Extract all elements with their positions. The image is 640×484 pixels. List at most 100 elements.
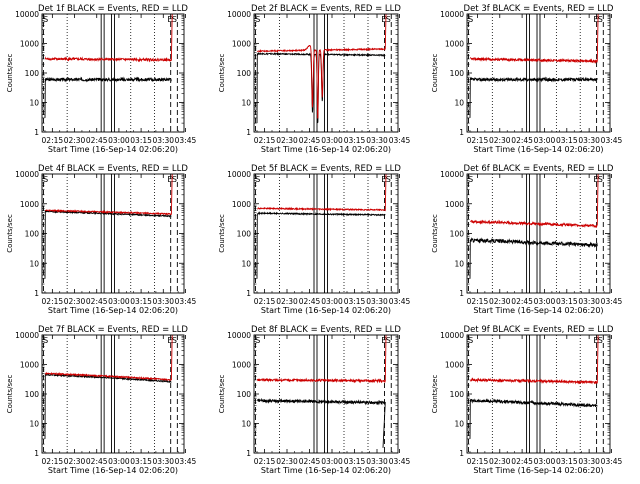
- x-axis-label: Start Time (16-Sep-14 02:06:20): [261, 466, 391, 475]
- y-tick-label: 1000: [232, 361, 251, 370]
- marker-label: S: [386, 175, 391, 184]
- y-tick-label: 1: [34, 128, 39, 137]
- y-tick-label: 10: [29, 259, 39, 268]
- y-tick-label: 1000: [445, 361, 464, 370]
- y-tick-label: 10000: [440, 331, 464, 340]
- x-tick-label: 02:30: [489, 136, 511, 145]
- x-tick-label: 03:15: [130, 297, 152, 306]
- x-tick-label: 03:00: [108, 136, 130, 145]
- x-tick-label: 03:30: [578, 457, 600, 466]
- x-tick-label: 03:15: [556, 297, 578, 306]
- marker-label: S: [172, 175, 177, 184]
- detector-panel-2: Det 2f BLACK = Events, RED = LLD Counts/s…: [218, 4, 411, 154]
- x-tick-label: 03:00: [321, 136, 343, 145]
- detector-panel-1: Det 1f BLACK = Events, RED = LLD Counts/s…: [6, 4, 197, 154]
- plot-frame: [41, 173, 185, 294]
- y-tick-label: 10000: [440, 170, 464, 179]
- x-axis-label: Start Time (16-Sep-14 02:06:20): [473, 466, 603, 475]
- x-tick-label: 02:30: [276, 457, 298, 466]
- y-tick-label: 1000: [20, 40, 39, 49]
- lld-series-line: [44, 14, 175, 63]
- x-tick-label: 03:15: [130, 457, 152, 466]
- plot-frame: [253, 13, 399, 133]
- y-tick-label: 10: [29, 99, 39, 108]
- x-tick-label: 03:00: [534, 457, 556, 466]
- marker-label: E: [593, 175, 598, 184]
- y-tick-label: 10000: [15, 10, 39, 19]
- detector-panel-3: Det 3f BLACK = Events, RED = LLD Counts/s…: [431, 4, 623, 154]
- x-axis-label: Start Time (16-Sep-14 02:06:20): [473, 145, 603, 154]
- y-tick-label: 10: [454, 99, 464, 108]
- x-tick-label: 03:15: [556, 136, 578, 145]
- series-group: [469, 14, 601, 118]
- x-tick-label: 02:15: [42, 297, 64, 306]
- panel-title: Det 3f BLACK = Events, RED = LLD: [464, 4, 614, 14]
- x-tick-label: 03:45: [389, 297, 411, 306]
- y-axis-label: Counts/sec: [6, 54, 14, 93]
- x-tick-label: 02:45: [299, 457, 321, 466]
- x-tick-label: 03:45: [175, 136, 197, 145]
- x-tick-label: 03:30: [152, 457, 174, 466]
- x-tick-label: 03:15: [344, 297, 366, 306]
- y-tick-label: 100: [237, 230, 252, 239]
- panel-title: Det 7f BLACK = Events, RED = LLD: [38, 325, 188, 335]
- x-tick-label: 02:30: [64, 136, 86, 145]
- y-tick-label: 1000: [445, 200, 464, 209]
- y-tick-label: 10000: [227, 170, 251, 179]
- series-group: [256, 335, 389, 448]
- x-axis-label: Start Time (16-Sep-14 02:06:20): [473, 306, 603, 315]
- marker-label: S: [255, 336, 260, 345]
- series-group: [469, 174, 601, 279]
- y-axis-label: Counts/sec: [431, 214, 439, 253]
- y-axis-label: Counts/sec: [218, 375, 226, 414]
- marker-label: E: [381, 336, 386, 345]
- y-tick-label: 100: [25, 390, 40, 399]
- x-tick-label: 03:30: [366, 457, 388, 466]
- x-tick-label: 02:45: [86, 457, 108, 466]
- x-axis-label: Start Time (16-Sep-14 02:06:20): [48, 306, 178, 315]
- marker-label: S: [43, 175, 48, 184]
- x-tick-label: 02:15: [254, 136, 276, 145]
- x-tick-label: 03:45: [601, 297, 623, 306]
- detector-panel-5: Det 5f BLACK = Events, RED = LLD Counts/s…: [218, 164, 411, 315]
- plot-frame: [466, 334, 611, 454]
- y-tick-label: 1: [459, 289, 464, 298]
- x-tick-label: 02:30: [489, 457, 511, 466]
- y-tick-label: 100: [450, 69, 465, 78]
- x-tick-label: 02:45: [299, 136, 321, 145]
- event-lines: [468, 14, 604, 132]
- plot-frame: [41, 334, 185, 454]
- y-tick-label: 10: [241, 99, 251, 108]
- detector-panel-8: Det 8f BLACK = Events, RED = LLD Counts/s…: [218, 325, 411, 475]
- x-tick-label: 02:15: [467, 457, 489, 466]
- lld-series-line: [257, 14, 389, 119]
- detector-panel-9: Det 9f BLACK = Events, RED = LLD Counts/s…: [431, 325, 623, 475]
- panel-title: Det 2f BLACK = Events, RED = LLD: [251, 4, 401, 14]
- lld-series-line: [470, 335, 601, 385]
- event-lines: [468, 174, 604, 293]
- event-lines: [43, 174, 178, 293]
- x-tick-label: 03:30: [578, 297, 600, 306]
- event-lines: [255, 174, 392, 293]
- panel-title: Det 8f BLACK = Events, RED = LLD: [251, 325, 401, 335]
- lld-series-line: [257, 174, 389, 212]
- marker-label: S: [468, 175, 473, 184]
- lld-series-line: [44, 174, 175, 216]
- series-group: [44, 174, 175, 279]
- plot-frame: [253, 173, 399, 294]
- y-tick-label: 10: [454, 259, 464, 268]
- x-tick-label: 03:15: [556, 457, 578, 466]
- plot-frame: [253, 334, 399, 454]
- plot-frame: [41, 13, 185, 133]
- marker-label: E: [381, 175, 386, 184]
- x-tick-label: 02:30: [276, 297, 298, 306]
- x-tick-label: 03:00: [321, 297, 343, 306]
- y-tick-label: 1: [459, 449, 464, 458]
- x-tick-label: 03:45: [389, 136, 411, 145]
- event-lines: [43, 14, 178, 132]
- y-tick-label: 10000: [227, 331, 251, 340]
- panel-title: Det 1f BLACK = Events, RED = LLD: [38, 4, 188, 14]
- lld-series-line: [470, 174, 601, 229]
- y-tick-label: 100: [237, 390, 252, 399]
- x-tick-label: 03:45: [601, 136, 623, 145]
